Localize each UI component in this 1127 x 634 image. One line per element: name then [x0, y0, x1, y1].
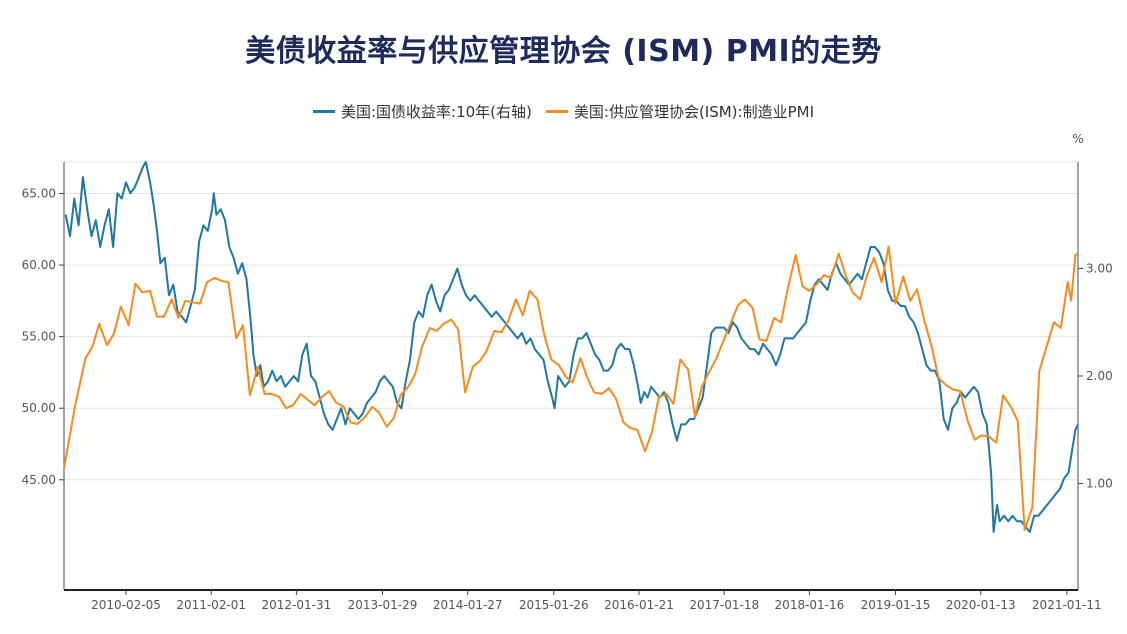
series-line-ism-pmi [63, 245, 1079, 531]
x-tick-label: 2013-01-29 [348, 598, 418, 612]
left-tick-label: 45.00 [22, 473, 56, 487]
chart-title: 美债收益率与供应管理协会 (ISM) PMI的走势 [245, 34, 882, 69]
right-tick-label: 3.00 [1086, 261, 1113, 275]
series-lines [63, 161, 1079, 533]
left-tick-label: 65.00 [22, 186, 56, 200]
right-tick-label: 1.00 [1086, 477, 1113, 491]
x-tick-label: 2014-01-27 [433, 598, 503, 612]
left-tick-label: 55.00 [22, 330, 56, 344]
x-tick-label: 2010-02-05 [91, 598, 161, 612]
legend-item-yield[interactable]: 美国:国债收益率:10年(右轴) [312, 101, 532, 122]
x-tick-label: 2015-01-26 [519, 598, 589, 612]
legend-swatch-pmi [545, 110, 568, 113]
x-tick-label: 2021-01-11 [1032, 598, 1102, 612]
right-axis-unit: % [1072, 132, 1083, 146]
legend-label-yield: 美国:国债收益率:10年(右轴) [340, 103, 532, 121]
tick-labels: 45.00 50.00 55.00 60.00 65.00 1.00 2.00 3.00% 20… [22, 132, 1113, 612]
gridlines [64, 161, 1078, 481]
x-tick-label: 2016-01-21 [604, 598, 674, 612]
legend-label-pmi: 美国:供应管理协会(ISM):制造业PMI [573, 103, 815, 121]
x-tick-label: 2017-01-18 [689, 598, 759, 612]
left-tick-label: 50.00 [22, 401, 56, 415]
x-tick-label: 2012-01-31 [262, 598, 332, 612]
x-tick-label: 2019-01-15 [861, 598, 931, 612]
axes [59, 162, 1083, 595]
legend: 美国:国债收益率:10年(右轴) 美国:供应管理协会(ISM):制造业PMI [0, 101, 1127, 122]
legend-swatch-yield [312, 110, 335, 113]
legend-item-pmi[interactable]: 美国:供应管理协会(ISM):制造业PMI [545, 101, 815, 122]
x-tick-label: 2011-02-01 [176, 598, 246, 612]
right-tick-label: 2.00 [1086, 369, 1113, 383]
left-tick-label: 60.00 [22, 258, 56, 272]
x-tick-label: 2018-01-16 [775, 598, 845, 612]
series-line-treasury-yield [64, 161, 1079, 533]
x-tick-label: 2020-01-13 [946, 598, 1016, 612]
